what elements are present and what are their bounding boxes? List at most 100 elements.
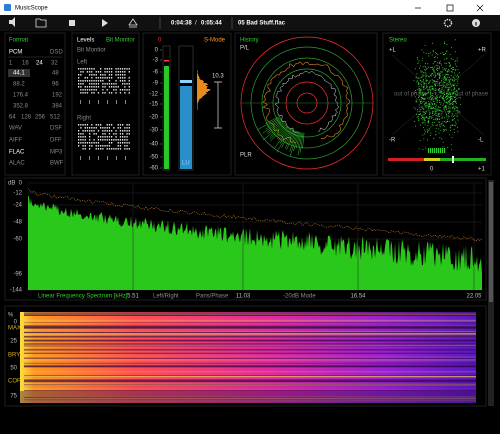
goniometer-dot <box>431 97 433 99</box>
settings-button[interactable] <box>443 18 453 28</box>
goniometer-dot <box>417 58 419 60</box>
bit-cell <box>82 148 84 150</box>
goniometer-dot <box>456 90 458 92</box>
goniometer-dot <box>448 102 450 104</box>
goniometer-dot <box>438 77 440 79</box>
goniometer-dot <box>417 77 419 79</box>
axis-label: +L <box>389 48 397 54</box>
goniometer-dot <box>430 96 432 98</box>
play-button[interactable] <box>102 19 108 27</box>
goniometer-dot <box>441 71 443 73</box>
loudness-histogram <box>197 83 207 84</box>
goniometer-dot <box>435 131 437 133</box>
goniometer-dot <box>435 134 437 136</box>
goniometer-dot <box>434 81 436 83</box>
goniometer-dot <box>456 102 458 104</box>
bit-cell <box>84 77 86 79</box>
goniometer-dot <box>420 71 422 73</box>
goniometer-dot <box>432 69 434 70</box>
goniometer-dot <box>437 84 439 86</box>
goniometer-dot <box>421 101 423 103</box>
stop-button[interactable] <box>69 20 75 26</box>
x-axis-label: Linear Frequency Spectrum [kHz] <box>38 294 128 300</box>
bit-cell <box>93 68 95 70</box>
bit-cell <box>89 68 91 70</box>
goniometer-dot <box>424 112 426 114</box>
goniometer-dot <box>428 127 430 129</box>
close-button[interactable] <box>476 4 484 12</box>
bit-cell <box>97 83 100 85</box>
mode-toggle[interactable]: Left/Right <box>153 294 179 300</box>
goniometer-dot <box>442 83 444 85</box>
goniometer-dot <box>437 72 439 74</box>
bit-tick <box>98 100 99 104</box>
goniometer-dot <box>424 117 426 119</box>
bit-cell <box>122 68 124 70</box>
bit-cell <box>84 148 86 150</box>
goniometer-dot <box>455 78 457 80</box>
goniometer-dot <box>436 67 438 69</box>
goniometer-dot <box>435 108 437 110</box>
goniometer-dot <box>435 106 437 108</box>
spectrogram-band <box>24 348 476 350</box>
volume-button[interactable] <box>9 17 15 27</box>
goniometer-dot <box>418 77 419 79</box>
loudness-histogram <box>197 87 207 88</box>
mode-toggle[interactable]: Pans/Phase <box>196 294 229 300</box>
bit-cell <box>119 89 122 91</box>
format-label: PCM <box>9 50 22 56</box>
mode-toggle[interactable]: -20dB Mode <box>283 294 316 300</box>
goniometer-dot <box>444 125 446 127</box>
goniometer-dot <box>419 89 421 91</box>
goniometer-dot <box>450 97 452 99</box>
bit-cell <box>100 77 102 79</box>
maximize-button[interactable] <box>446 4 454 12</box>
goniometer-dot <box>453 77 455 79</box>
goniometer-dot <box>452 67 454 68</box>
goniometer-dot <box>443 54 444 55</box>
goniometer-dot <box>423 133 425 135</box>
bit-cell <box>104 92 106 94</box>
balance-tick <box>434 148 436 153</box>
goniometer-dot <box>420 89 422 91</box>
bit-tick <box>80 100 81 104</box>
bit-cell <box>108 83 111 85</box>
balance-tick <box>428 148 430 153</box>
goniometer-dot <box>455 63 456 65</box>
goniometer-dot <box>433 80 435 82</box>
bit-cell <box>104 133 106 135</box>
goniometer-dot <box>439 73 440 75</box>
scrollbar-thumb[interactable] <box>489 182 493 302</box>
history-plr-spike <box>289 131 299 156</box>
goniometer-dot <box>454 61 456 63</box>
goniometer-dot <box>431 99 432 100</box>
bit-cell <box>122 124 124 126</box>
goniometer-dot <box>423 138 425 140</box>
loudness-histogram <box>197 79 201 80</box>
loudness-histogram <box>197 104 198 105</box>
goniometer-dot <box>460 103 462 105</box>
open-button[interactable] <box>35 18 47 28</box>
bit-cell <box>100 145 102 147</box>
goniometer-dot <box>420 96 422 98</box>
bit-cell <box>108 148 111 150</box>
goniometer-dot <box>422 92 424 94</box>
goniometer-dot <box>442 95 444 97</box>
goniometer-dot <box>457 76 459 77</box>
bit-cell <box>80 83 82 85</box>
bit-cell <box>93 86 95 88</box>
axis-label: -L <box>478 138 484 144</box>
goniometer-dot <box>423 100 425 102</box>
goniometer-dot <box>437 113 439 115</box>
eject-button[interactable] <box>128 18 138 28</box>
goniometer-dot <box>450 98 452 100</box>
goniometer-dot <box>423 87 425 89</box>
goniometer-dot <box>437 108 439 110</box>
goniometer-dot <box>425 101 427 103</box>
bit-cell <box>97 145 100 147</box>
goniometer-dot <box>457 78 459 80</box>
goniometer-dot <box>455 101 457 103</box>
goniometer-dot <box>434 110 436 112</box>
goniometer-dot <box>437 106 439 108</box>
bit-cell <box>119 77 122 79</box>
